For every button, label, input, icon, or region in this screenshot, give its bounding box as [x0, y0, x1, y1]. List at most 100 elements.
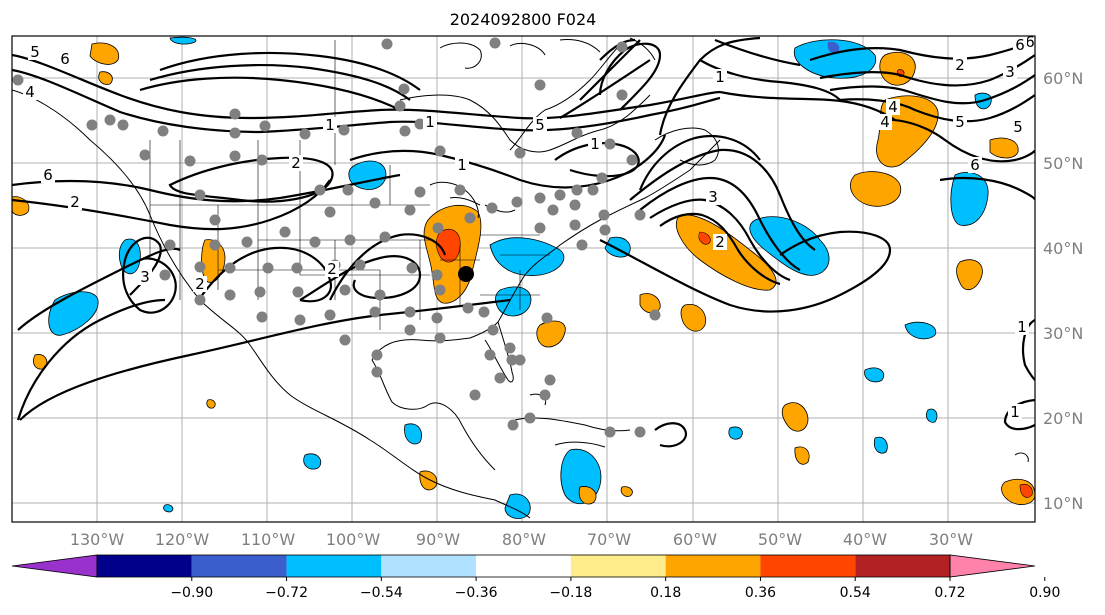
observation-dot: [256, 311, 268, 323]
observation-dot: [434, 284, 446, 296]
observation-dot: [291, 262, 303, 274]
longitude-label: 100°W: [326, 530, 381, 549]
contour-label: 1: [457, 156, 467, 174]
observation-dot: [404, 306, 416, 318]
observation-dot: [259, 120, 271, 132]
contour-label-bg: [953, 114, 967, 130]
observation-dot: [514, 147, 526, 159]
longitude-label: 50°W: [758, 530, 802, 549]
contour-label: 5: [30, 43, 40, 61]
contour-label: 1: [425, 113, 435, 131]
observation-dot: [486, 202, 498, 214]
observation-dot: [292, 286, 304, 298]
contour-label: 4: [888, 98, 898, 116]
contour-label: 6: [970, 156, 980, 174]
observation-dot: [434, 145, 446, 157]
observation-dot: [434, 332, 446, 344]
observation-dot: [369, 306, 381, 318]
contour-label: 5: [1013, 118, 1023, 136]
observation-dot: [547, 204, 559, 216]
colorbar-segment: [381, 555, 477, 577]
observation-dot: [462, 302, 474, 314]
observation-dot: [339, 284, 351, 296]
contour-label-bg: [455, 157, 469, 173]
contour-label: 1: [325, 116, 335, 134]
colorbar-tick-label: −0.36: [455, 585, 498, 601]
contour-label: 6: [43, 166, 53, 184]
observation-dot: [339, 334, 351, 346]
colorbar: −0.90 −0.72 −0.54 −0.36 −0.18 0.18 0.36 0.54 0.7…: [11, 554, 1060, 601]
observation-dots: [12, 37, 661, 438]
observation-dot: [494, 372, 506, 384]
observation-dot: [309, 236, 321, 248]
observation-dot: [139, 149, 151, 161]
contour-label-bg: [423, 114, 437, 130]
colorbar-segment: [855, 555, 950, 577]
colorbar-tick-label: 0.18: [650, 585, 681, 601]
observation-dot: [371, 366, 383, 378]
observation-dot: [229, 150, 241, 162]
colorbar-tick-label: 0.90: [1029, 585, 1060, 601]
observation-dot: [194, 294, 206, 306]
observation-dot: [254, 286, 266, 298]
observation-dot: [524, 412, 536, 424]
latitude-label: 10°N: [1043, 494, 1083, 513]
contour-label-bg: [886, 99, 900, 115]
longitude-labels: 130°W 120°W 110°W 100°W 90°W 80°W 70°W 60°W 50°W…: [70, 530, 973, 549]
observation-dot: [534, 222, 546, 234]
observation-dot: [511, 196, 523, 208]
observation-dot: [616, 89, 628, 101]
observation-dot: [534, 79, 546, 91]
colorbar-tick-label: −0.54: [360, 585, 403, 601]
colorbar-outline: [96, 554, 951, 578]
observation-dot: [414, 118, 426, 130]
longitude-label: 120°W: [155, 530, 210, 549]
contour-label: 2: [955, 56, 965, 74]
observation-dot: [414, 186, 426, 198]
colorbar-max-extension: [949, 554, 1036, 578]
observation-dot: [398, 83, 410, 95]
observation-dot: [484, 349, 496, 361]
observation-dot: [487, 324, 499, 336]
contour-label: 5: [955, 113, 965, 131]
storm-center-marker: [458, 266, 474, 282]
observation-dot: [478, 306, 490, 318]
observation-dot: [379, 231, 391, 243]
contour-label-bg: [325, 261, 339, 277]
observation-dot: [514, 354, 526, 366]
longitude-label: 60°W: [673, 530, 717, 549]
observation-dot: [354, 259, 366, 271]
contour-label-bg: [1015, 319, 1029, 335]
observation-dot: [599, 224, 611, 236]
observation-dot: [159, 269, 171, 281]
colorbar-segment: [97, 555, 192, 577]
observation-dot: [324, 309, 336, 321]
strong-negative-fill: [827, 41, 840, 54]
latitude-label: 20°N: [1043, 409, 1083, 428]
observation-dot: [604, 138, 616, 150]
observation-dot: [506, 354, 518, 366]
observation-dot: [596, 172, 608, 184]
latitude-label: 40°N: [1043, 239, 1083, 258]
observation-dot: [229, 127, 241, 139]
observation-dot: [299, 128, 311, 140]
longitude-label: 70°W: [587, 530, 631, 549]
observation-dot: [279, 226, 291, 238]
contour-label-bg: [1008, 404, 1022, 420]
contour-label-bg: [533, 117, 547, 133]
contour-label: 5: [535, 116, 545, 134]
observation-dot: [86, 119, 98, 131]
contour-label: 6: [60, 50, 70, 68]
observation-dot: [256, 154, 268, 166]
observation-dot: [164, 239, 176, 251]
observation-dot: [399, 125, 411, 137]
observation-dot: [431, 269, 443, 281]
colorbar-tick-label: 0.54: [840, 585, 871, 601]
latitude-label: 60°N: [1043, 69, 1083, 88]
contour-label-bg: [713, 234, 727, 250]
observation-dot: [507, 419, 519, 431]
observation-dot: [634, 426, 646, 438]
colorbar-tick-label: −0.72: [265, 585, 308, 601]
contour-label-bg: [28, 44, 42, 60]
